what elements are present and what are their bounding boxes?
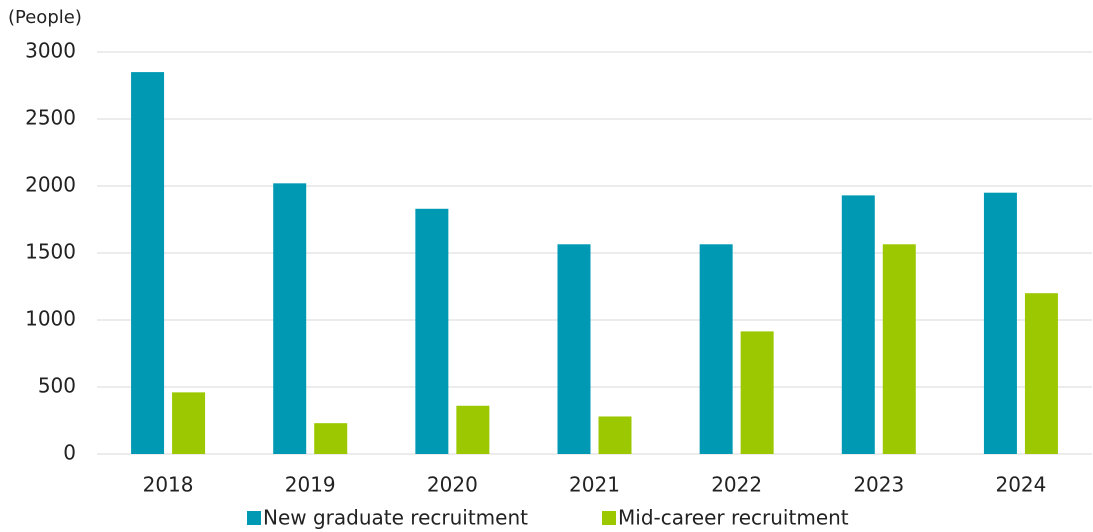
y-axis-label: (People) — [8, 7, 82, 28]
bar — [841, 195, 875, 454]
bar — [882, 244, 916, 454]
legend-label: New graduate recruitment — [263, 506, 528, 530]
bar — [456, 405, 490, 454]
bar — [131, 72, 165, 454]
x-tick-label: 2020 — [427, 473, 478, 497]
bar — [1024, 293, 1058, 454]
bar — [983, 192, 1017, 454]
legend-label: Mid-career recruitment — [618, 506, 849, 530]
y-tick-label: 500 — [38, 374, 76, 398]
y-tick-label: 0 — [63, 441, 76, 465]
bar — [314, 423, 348, 454]
y-tick-label: 3000 — [25, 39, 76, 63]
x-tick-label: 2024 — [995, 473, 1046, 497]
legend-swatch — [247, 511, 261, 525]
bar — [273, 183, 307, 454]
y-tick-label: 2500 — [25, 106, 76, 130]
bar — [598, 416, 632, 454]
bar — [699, 244, 733, 454]
legend-swatch — [602, 511, 616, 525]
y-tick-label: 1000 — [25, 307, 76, 331]
x-tick-label: 2021 — [569, 473, 620, 497]
bar — [740, 331, 774, 454]
x-tick-label: 2018 — [143, 473, 194, 497]
x-tick-label: 2023 — [853, 473, 904, 497]
bar — [172, 392, 206, 454]
x-tick-label: 2019 — [285, 473, 336, 497]
y-tick-label: 1500 — [25, 240, 76, 264]
x-tick-label: 2022 — [711, 473, 762, 497]
bar — [557, 244, 591, 454]
y-tick-label: 2000 — [25, 173, 76, 197]
bar — [415, 208, 449, 454]
